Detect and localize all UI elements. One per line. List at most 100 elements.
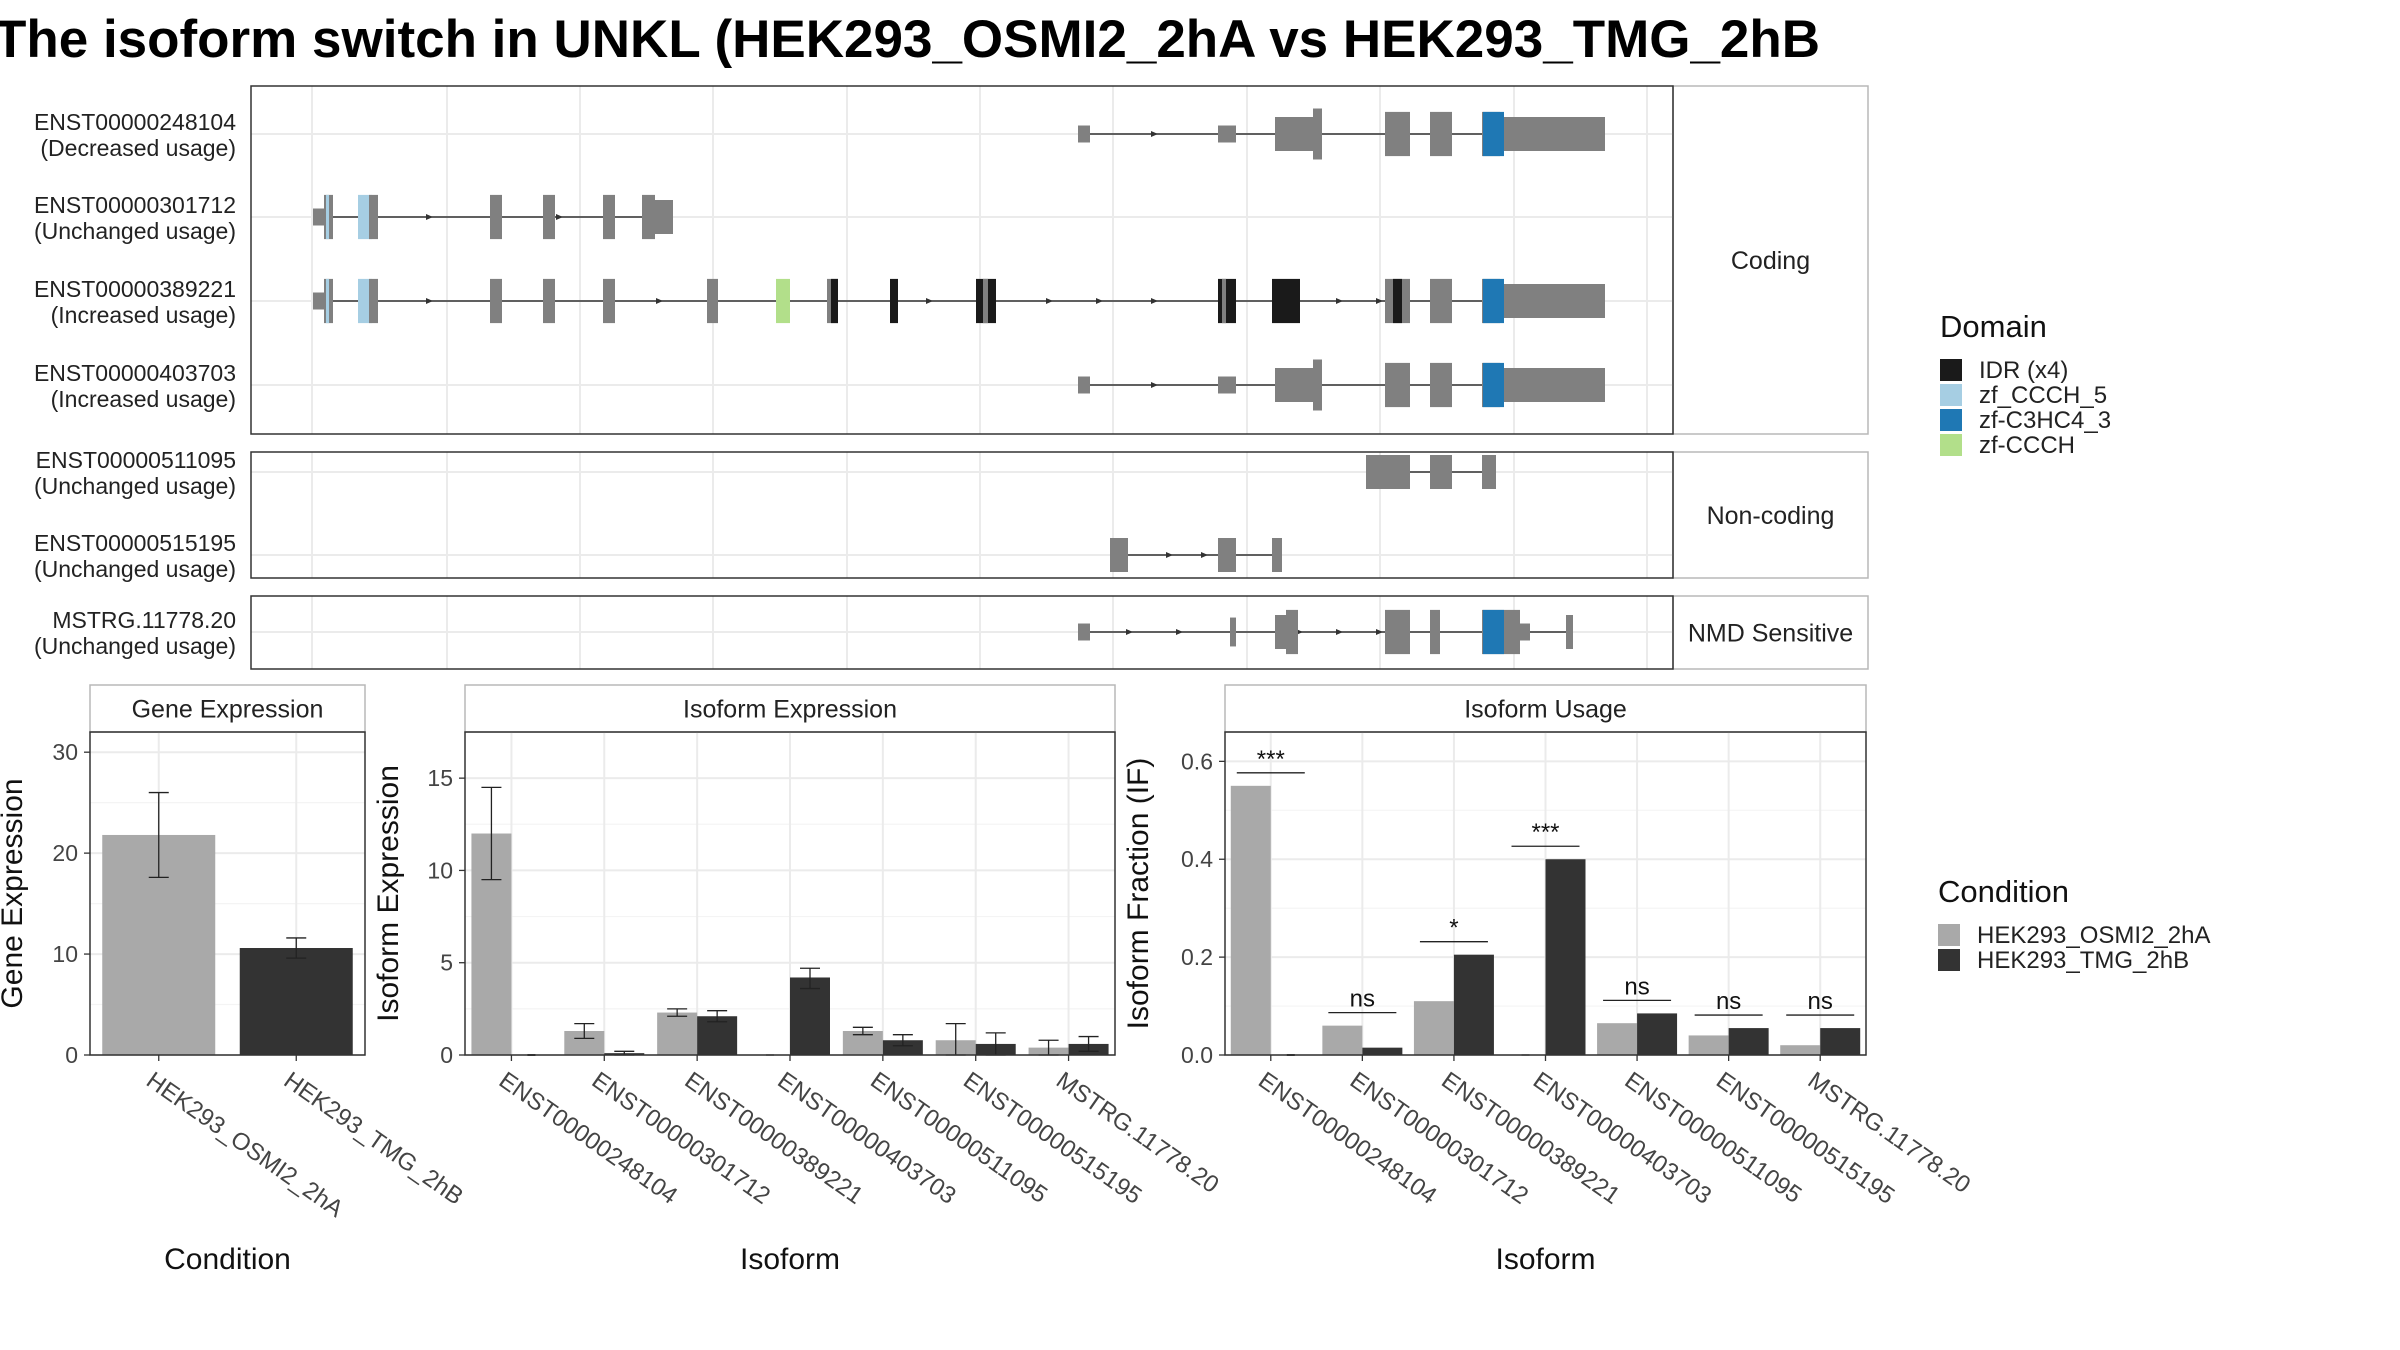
- facet-panel-bg: [251, 86, 1673, 434]
- exon-block: [490, 278, 502, 324]
- bar: [1820, 1028, 1861, 1055]
- bar: [1637, 1013, 1678, 1055]
- exon-block: [1385, 111, 1410, 157]
- significance-label: ns: [1808, 988, 1833, 1015]
- isoform-structure-panel: Coding Non-coding NMD Sensitive ENST0000024…: [34, 85, 1869, 670]
- exon-block: [1430, 455, 1452, 489]
- y-axis-label: Isoform Expression: [372, 765, 405, 1022]
- exon-block: [1430, 609, 1440, 655]
- direction-arrow: [1336, 298, 1343, 304]
- exon-block: [358, 194, 372, 240]
- facet-label: Non-coding: [1707, 502, 1835, 530]
- isoform-usage-label: (Unchanged usage): [34, 556, 236, 582]
- significance-label: *: [1449, 915, 1458, 942]
- panel-strip: [1224, 684, 1867, 733]
- bar: [1362, 1047, 1403, 1055]
- exon-block: [1482, 455, 1496, 489]
- significance-label: ns: [1716, 988, 1741, 1015]
- y-tick-label: 0.6: [1181, 748, 1213, 774]
- direction-arrow: [1046, 298, 1053, 304]
- facet-label: NMD Sensitive: [1688, 620, 1853, 648]
- direction-arrow: [1096, 298, 1103, 304]
- exon-block: [1286, 609, 1298, 655]
- legend-key: [1938, 949, 1960, 971]
- panel-title: Isoform Usage: [1464, 696, 1627, 724]
- exon-block: [1483, 278, 1504, 324]
- exon-block: [1218, 125, 1236, 143]
- bar: [1413, 1001, 1454, 1055]
- bar: [1780, 1045, 1821, 1055]
- direction-arrow: [556, 214, 563, 220]
- isoform-usage-label: (Unchanged usage): [34, 633, 236, 659]
- exon-block: [603, 278, 615, 324]
- direction-arrow: [1166, 552, 1173, 558]
- exon-block: [326, 194, 329, 240]
- exon-block: [707, 278, 718, 324]
- bar: [1230, 785, 1271, 1055]
- exon-block: [1430, 278, 1452, 324]
- bar: [1597, 1023, 1638, 1055]
- exon-block: [1385, 362, 1410, 408]
- y-tick-label: 0.2: [1181, 944, 1213, 970]
- bar: [842, 1031, 883, 1055]
- significance-label: ns: [1350, 986, 1375, 1013]
- bar: [564, 1031, 605, 1055]
- exon-block: [1566, 615, 1573, 649]
- isoform-usage-label: (Unchanged usage): [34, 473, 236, 499]
- exon-block: [1218, 538, 1236, 572]
- direction-arrow: [1151, 131, 1158, 137]
- legend-label: IDR (x4): [1979, 357, 2068, 384]
- legend-label: HEK293_OSMI2_2hA: [1977, 922, 2210, 949]
- isoform-usage-label: (Unchanged usage): [34, 218, 236, 244]
- exon-block: [983, 278, 988, 324]
- exon-block: [1272, 538, 1282, 572]
- panel-strip: [89, 684, 366, 733]
- exon-block: [1483, 362, 1504, 408]
- facet-label: Coding: [1731, 247, 1810, 275]
- y-tick-label: 5: [440, 950, 453, 976]
- exon-block: [1490, 284, 1605, 318]
- facet-panel-border: [250, 451, 1674, 579]
- exon-block: [1490, 117, 1605, 151]
- y-axis-label: Gene Expression: [0, 778, 29, 1008]
- direction-arrow: [1151, 382, 1158, 388]
- exon-block: [1483, 609, 1504, 655]
- exon-block: [776, 278, 790, 324]
- exon-block: [369, 278, 378, 324]
- exon-block: [890, 278, 898, 324]
- bar: [1322, 1025, 1363, 1055]
- bar: [790, 977, 830, 1055]
- exon-block: [326, 278, 329, 324]
- exon-block: [1222, 278, 1226, 324]
- exon-block: [1497, 111, 1504, 157]
- direction-arrow: [1336, 629, 1343, 635]
- exon-block: [1430, 362, 1452, 408]
- exon-block: [358, 278, 372, 324]
- panel-strip: [464, 684, 1116, 733]
- panel-title: Isoform Expression: [683, 696, 897, 724]
- exon-block: [1218, 376, 1236, 394]
- direction-arrow: [1376, 629, 1383, 635]
- facet-strip: [1672, 451, 1869, 579]
- direction-arrow: [656, 298, 663, 304]
- legend-label: HEK293_TMG_2hB: [1977, 947, 2189, 974]
- legend-key: [1940, 384, 1962, 406]
- figure-title: The isoform switch in UNKL (HEK293_OSMI2…: [0, 10, 1820, 69]
- bar: [657, 1012, 698, 1055]
- significance-label: ***: [1531, 819, 1559, 846]
- x-axis-label: Isoform: [740, 1243, 840, 1276]
- exon-block: [1078, 376, 1090, 394]
- y-tick-label: 0.4: [1181, 846, 1213, 872]
- isoform-id-label: ENST00000511095: [36, 447, 236, 473]
- y-tick-label: 0: [65, 1042, 78, 1068]
- direction-arrow: [1126, 629, 1133, 635]
- y-tick-label: 10: [427, 857, 453, 883]
- y-tick-label: 30: [52, 739, 78, 765]
- isoform-id-label: ENST00000515195: [34, 530, 236, 556]
- isoform-id-label: ENST00000248104: [34, 109, 236, 135]
- exon-block: [831, 278, 838, 324]
- exon-block: [369, 194, 378, 240]
- exon-block: [1078, 623, 1090, 641]
- y-tick-label: 20: [52, 840, 78, 866]
